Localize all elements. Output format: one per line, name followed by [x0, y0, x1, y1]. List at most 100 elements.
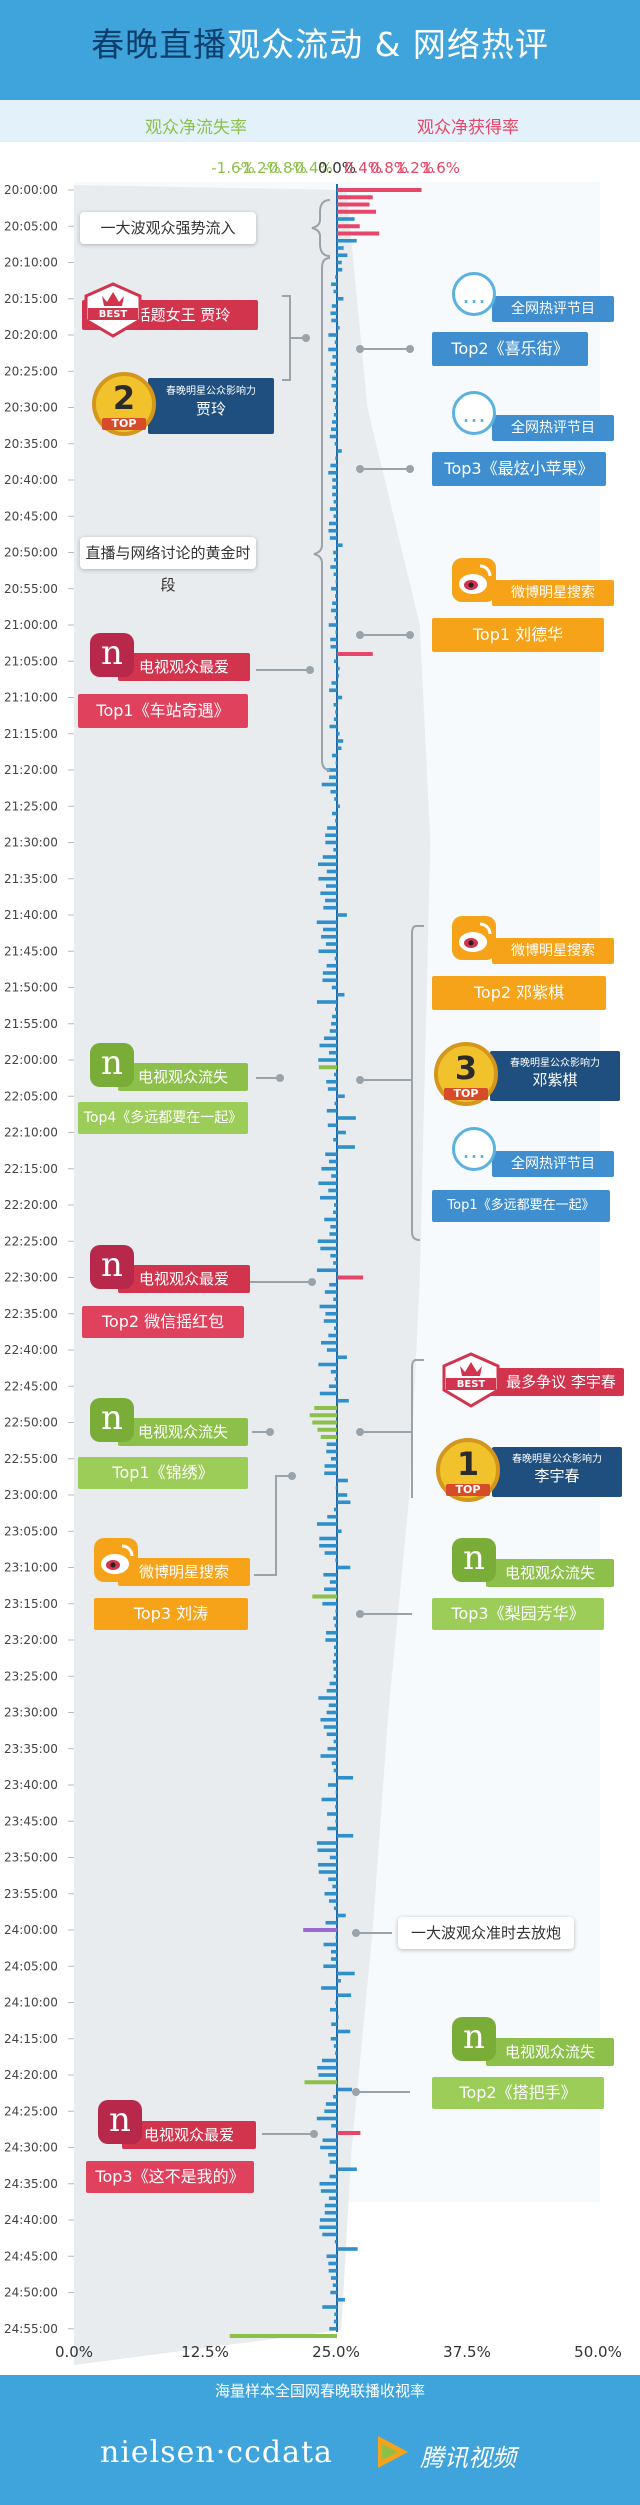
net-change-bar: [337, 673, 339, 678]
connector-dot: [406, 631, 414, 639]
bottom-tick-label: 50.0%: [574, 2343, 622, 2361]
net-change-bar: [323, 1942, 337, 1947]
play-icon: [378, 2436, 408, 2468]
net-change-bar: [327, 1826, 337, 1831]
net-change-bar: [330, 1456, 337, 1461]
net-change-bar: [303, 1928, 337, 1932]
net-change-bar: [327, 1812, 337, 1816]
net-change-bar: [332, 420, 337, 424]
net-change-bar: [337, 195, 373, 200]
net-change-bar: [332, 492, 337, 497]
connector-dot: [288, 1472, 296, 1480]
time-label: 24:15:00: [4, 2032, 58, 2046]
right-tag-0: 全网热评节目: [492, 296, 614, 322]
time-label: 22:40:00: [4, 1343, 58, 1357]
right-tag-8: 电视观众流失: [486, 1559, 614, 1587]
net-change-bar: [330, 427, 337, 432]
net-change-bar: [316, 1841, 337, 1845]
net-change-bar: [321, 1797, 337, 1802]
net-change-bar: [337, 666, 340, 671]
net-change-bar: [328, 1899, 337, 1903]
net-change-bar: [329, 1580, 337, 1584]
net-change-bar: [329, 775, 337, 780]
net-change-bar: [337, 2167, 357, 2172]
net-change-bar: [337, 992, 345, 997]
net-change-bar: [331, 2022, 337, 2027]
net-change-bar: [337, 1116, 356, 1120]
time-label: 24:00:00: [4, 1923, 58, 1937]
net-change-bar: [329, 688, 337, 693]
time-label: 21:05:00: [4, 654, 58, 668]
net-change-bar: [331, 318, 337, 323]
net-change-bar: [321, 1166, 337, 1171]
net-change-bar: [326, 1630, 337, 1635]
net-change-bar: [337, 1775, 354, 1780]
net-change-bar: [329, 724, 337, 729]
nielsen-logo: nielsen·ccdata: [100, 2435, 333, 2470]
net-change-bar: [337, 231, 380, 236]
time-label: 21:30:00: [4, 836, 58, 850]
net-change-bar: [330, 2036, 337, 2041]
net-change-bar: [326, 1449, 337, 1454]
net-change-bar: [334, 441, 337, 446]
net-change-bar: [326, 1688, 337, 1693]
net-change-bar: [322, 978, 337, 983]
net-change-bar: [334, 1623, 337, 1628]
page-title: 春晚直播观众流动 & 网络热评: [0, 18, 640, 66]
right-tag-2: 微博明星搜索: [492, 580, 614, 606]
time-label: 23:40:00: [4, 1778, 58, 1792]
time-label: 20:45:00: [4, 509, 58, 523]
net-change-bar: [331, 1949, 337, 1954]
net-change-bar: [337, 746, 342, 751]
net-change-bar: [329, 1232, 337, 1236]
chat-bubble-icon: …: [452, 391, 496, 435]
net-change-bar: [333, 1137, 337, 1142]
net-change-bar: [316, 1000, 337, 1004]
net-change-bar: [337, 731, 340, 736]
net-change-bar: [324, 2203, 337, 2208]
net-change-bar: [334, 2239, 337, 2244]
bottom-tick-label: 12.5%: [181, 2343, 229, 2361]
best-badge-icon: BEST: [84, 282, 142, 338]
nielsen-n-icon: n: [98, 2100, 142, 2144]
net-change-bar: [337, 260, 342, 265]
net-change-bar: [328, 2196, 337, 2201]
time-label: 21:20:00: [4, 763, 58, 777]
net-change-bar: [333, 702, 337, 707]
net-change-bar: [337, 652, 373, 656]
net-change-bar: [331, 753, 337, 758]
connector-dot: [306, 666, 314, 674]
net-change-bar: [337, 1971, 355, 1976]
rank-3-badge: 3 TOP: [434, 1042, 498, 1106]
net-change-bar: [337, 1500, 351, 1505]
net-change-bar: [333, 499, 337, 504]
net-change-bar: [328, 1333, 337, 1338]
net-change-bar: [337, 246, 344, 250]
left-sub-5: Top1《锦绣》: [78, 1457, 248, 1489]
net-change-bar: [323, 1319, 337, 1323]
net-change-bar: [328, 528, 337, 533]
time-label: 22:10:00: [4, 1126, 58, 1140]
rank-2-top: TOP: [102, 418, 146, 430]
net-change-bar: [320, 1435, 337, 1439]
nielsen-n-icon: n: [90, 1245, 134, 1289]
net-change-bar: [323, 905, 337, 910]
net-change-bar: [326, 1079, 337, 1084]
net-change-bar: [330, 1224, 337, 1229]
top-tick-label: 0.0%: [318, 159, 356, 177]
net-change-bar: [331, 383, 337, 388]
net-change-bar: [329, 507, 337, 511]
net-change-bar: [333, 1261, 337, 1265]
net-change-bar: [335, 2000, 337, 2005]
net-change-bar: [331, 985, 337, 990]
net-change-bar: [319, 1536, 337, 1541]
net-change-bar: [335, 2051, 337, 2056]
chat-bubble-icon: …: [452, 272, 496, 316]
net-change-bar: [312, 1594, 337, 1599]
right-tag-7: 春晚明星公众影响力 李宇春: [492, 1447, 622, 1497]
net-change-bar: [330, 644, 337, 649]
net-change-bar: [333, 1667, 337, 1671]
net-change-bar: [317, 1239, 337, 1244]
left-tag-1-label: 春晚明星公众影响力: [166, 386, 256, 397]
